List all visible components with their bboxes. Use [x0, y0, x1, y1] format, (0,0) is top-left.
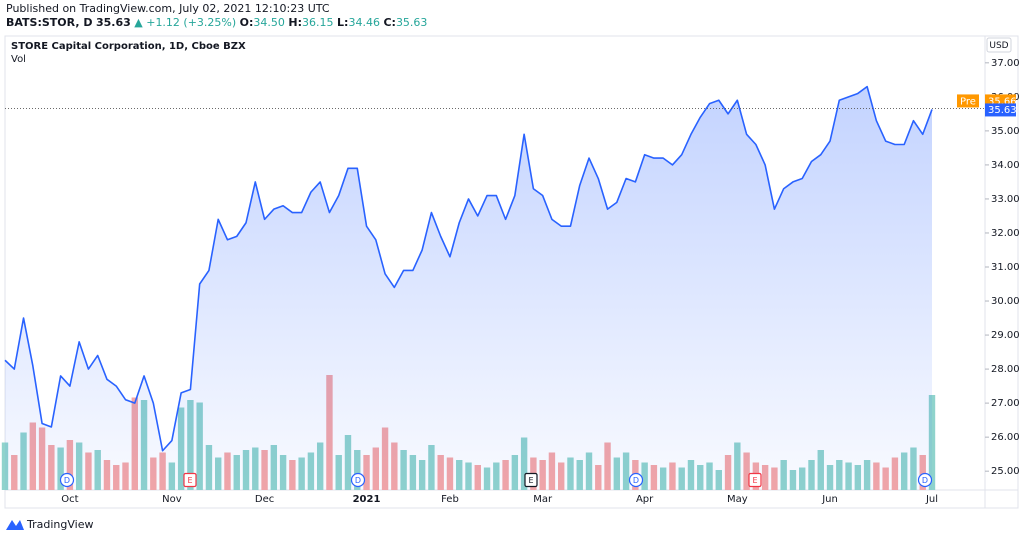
y-tick-label: 27.00	[991, 398, 1020, 409]
marker-label: D	[633, 476, 639, 485]
y-tick-label: 32.00	[991, 228, 1020, 239]
symbol-line: BATS:STOR, D 35.63 ▲ +1.12 (+3.25%) O:34…	[6, 16, 427, 29]
dividend-marker	[628, 472, 644, 488]
pre-market-value: 35.66	[988, 96, 1017, 107]
x-tick-label: 2021	[353, 494, 381, 505]
marker-label: E	[187, 476, 192, 485]
plot	[4, 85, 985, 490]
x-tick-label: Oct	[61, 494, 78, 505]
y-tick-label: 25.00	[991, 466, 1020, 477]
ohlc-value: 35.63	[396, 16, 428, 29]
x-tick-label: Feb	[441, 494, 459, 505]
y-tick-label: 30.00	[991, 296, 1020, 307]
y-tick-label: 37.00	[991, 58, 1020, 69]
price: 35.63	[96, 16, 131, 29]
ohlc-label: H:	[288, 16, 302, 29]
x-tick-label: Jul	[925, 494, 938, 505]
x-tick-label: Mar	[533, 494, 553, 505]
currency-box	[986, 37, 1012, 53]
area	[5, 86, 932, 490]
footer-logo: TradingView	[6, 518, 93, 531]
x-tick-label: Jun	[821, 494, 838, 505]
ohlc-value: 34.46	[348, 16, 380, 29]
y-tick-label: 31.00	[991, 262, 1020, 273]
dividend-marker	[917, 472, 933, 488]
y-tick-label: 33.00	[991, 194, 1020, 205]
x-tick-label: Nov	[162, 494, 182, 505]
earnings-marker	[524, 472, 538, 488]
y-tick-label: 28.00	[991, 364, 1020, 375]
marker-label: D	[355, 476, 361, 485]
footer: TradingView	[26, 518, 93, 531]
logo-icon	[6, 520, 24, 530]
y-tick-label: 26.00	[991, 432, 1020, 443]
ohlc-label: L:	[337, 16, 348, 29]
marker-label: D	[64, 476, 70, 485]
currency: USD	[989, 41, 1008, 51]
last-price-box	[985, 103, 1016, 117]
y-tick-label: 34.00	[991, 160, 1020, 171]
marker-label: E	[752, 476, 757, 485]
ohlc-value: 36.15	[302, 16, 334, 29]
y-tick-label: 35.00	[991, 126, 1020, 137]
last-price: 35.63	[988, 105, 1017, 116]
ohlc-value: 34.50	[253, 16, 285, 29]
marker-label: D	[922, 476, 928, 485]
symbol: BATS:STOR, D	[6, 16, 92, 29]
change: ▲ +1.12 (+3.25%)	[134, 16, 236, 29]
x-tick-label: Apr	[636, 494, 654, 505]
dividend-marker	[350, 472, 366, 488]
y-tick-label: 29.00	[991, 330, 1020, 341]
chart-title: STORE Capital Corporation, 1D, Cboe BZX	[11, 41, 246, 52]
x-tick-label: Dec	[255, 494, 274, 505]
ohlc-label: O:	[240, 16, 254, 29]
price-line	[4, 85, 933, 452]
marker-label: E	[528, 476, 533, 485]
pre-market-label: Pre	[960, 96, 976, 107]
published: Published on TradingView.com, July 02, 2…	[6, 2, 330, 15]
x-tick-label: May	[727, 494, 748, 505]
earnings-marker	[183, 472, 197, 488]
earnings-marker	[748, 472, 762, 488]
pre-market-tag	[957, 94, 979, 108]
dividend-marker	[59, 472, 75, 488]
frame	[4, 35, 1019, 509]
volume-label: Vol	[11, 54, 26, 65]
ohlc-label: C:	[383, 16, 395, 29]
